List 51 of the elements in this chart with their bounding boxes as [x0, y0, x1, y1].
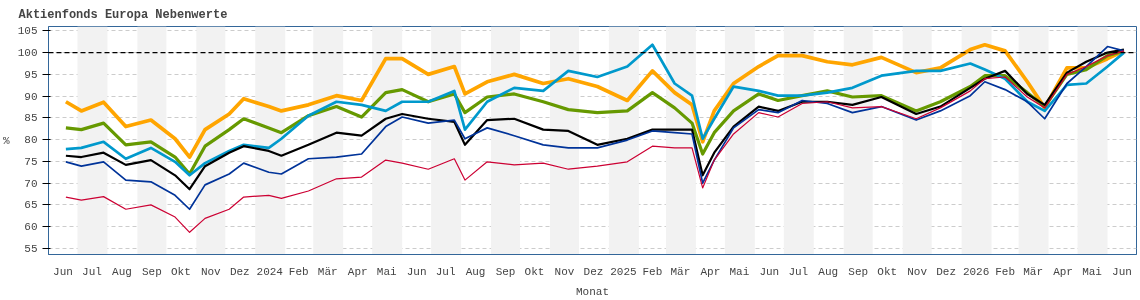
x-tick-label: Feb: [642, 265, 663, 278]
x-tick-label: Jun: [53, 265, 73, 278]
x-tick-label: Jul: [435, 265, 456, 278]
x-tick-label: Dez: [229, 265, 250, 278]
y-tick-label: 80: [24, 134, 38, 147]
x-tick-label: Aug: [112, 265, 132, 278]
x-tick-label: Jun: [1112, 265, 1132, 278]
x-tick-label: Jul: [788, 265, 809, 278]
x-tick-label: Aug: [818, 265, 839, 278]
y-tick-label: 100: [17, 47, 38, 60]
y-tick-label: 85: [24, 112, 38, 125]
x-tick-label: Dez: [583, 265, 604, 278]
x-tick-label: Apr: [700, 265, 721, 278]
x-axis-title: Monat: [576, 285, 610, 298]
x-tick-label: Apr: [1053, 265, 1073, 278]
y-tick-label: 70: [24, 177, 38, 190]
x-tick-label: Mai: [1082, 265, 1103, 278]
x-tick-label: Nov: [554, 265, 575, 278]
chart-title: Aktienfonds Europa Nebenwerte: [18, 7, 228, 22]
x-tick-label: Mär: [670, 265, 691, 278]
y-tick-label: 60: [24, 221, 38, 234]
x-tick-label: Sep: [848, 265, 869, 278]
x-tick-label: Sep: [495, 265, 516, 278]
y-tick-label: 95: [24, 68, 38, 81]
x-tick-label: Apr: [347, 265, 368, 278]
x-tick-label: 2026: [962, 265, 990, 278]
x-tick-label: Okt: [524, 265, 545, 278]
x-tick-label: Nov: [200, 265, 222, 278]
x-tick-label: Jun: [759, 265, 780, 278]
x-tick-label: Jul: [82, 265, 102, 278]
x-tick-label: Aug: [465, 265, 486, 278]
y-tick-label: 55: [24, 242, 38, 255]
y-tick-label: 75: [24, 155, 38, 168]
x-tick-label: Mai: [376, 265, 397, 278]
y-axis-title: %: [3, 134, 11, 147]
x-tick-label: Mär: [1023, 265, 1044, 278]
x-tick-label: Sep: [141, 265, 162, 278]
x-tick-label: Jun: [406, 265, 427, 278]
y-tick-label: 105: [17, 25, 38, 38]
x-tick-label: Mai: [729, 265, 750, 278]
x-tick-label: Nov: [907, 265, 928, 278]
x-tick-label: Feb: [288, 265, 309, 278]
x-tick-label: Okt: [170, 265, 191, 278]
x-tick-label: 2025: [610, 265, 637, 278]
y-tick-label: 90: [24, 90, 38, 103]
x-tick-label: Feb: [995, 265, 1015, 278]
x-tick-label: 2024: [256, 265, 284, 278]
x-tick-label: Mär: [317, 265, 338, 278]
x-tick-label: Okt: [877, 265, 898, 278]
x-tick-label: Dez: [936, 265, 957, 278]
y-tick-label: 65: [24, 199, 38, 212]
